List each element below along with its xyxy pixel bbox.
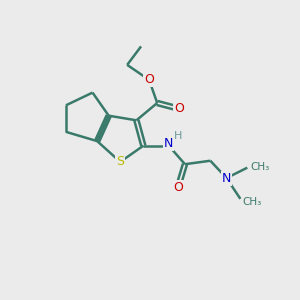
- Text: N: N: [164, 137, 173, 150]
- Text: CH₃: CH₃: [251, 161, 270, 172]
- Text: H: H: [174, 131, 183, 141]
- Text: O: O: [173, 181, 183, 194]
- Text: CH₃: CH₃: [243, 196, 262, 207]
- Text: O: O: [174, 102, 184, 115]
- Text: S: S: [116, 155, 124, 168]
- Text: O: O: [144, 74, 154, 86]
- Text: N: N: [222, 172, 231, 184]
